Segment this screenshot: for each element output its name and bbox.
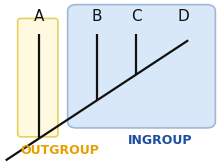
- Text: C: C: [131, 9, 141, 24]
- Text: B: B: [92, 9, 102, 24]
- FancyBboxPatch shape: [68, 5, 215, 128]
- Text: A: A: [34, 9, 45, 24]
- FancyBboxPatch shape: [18, 18, 58, 137]
- Text: OUTGROUP: OUTGROUP: [21, 144, 99, 157]
- Text: INGROUP: INGROUP: [128, 134, 192, 147]
- Text: D: D: [178, 9, 190, 24]
